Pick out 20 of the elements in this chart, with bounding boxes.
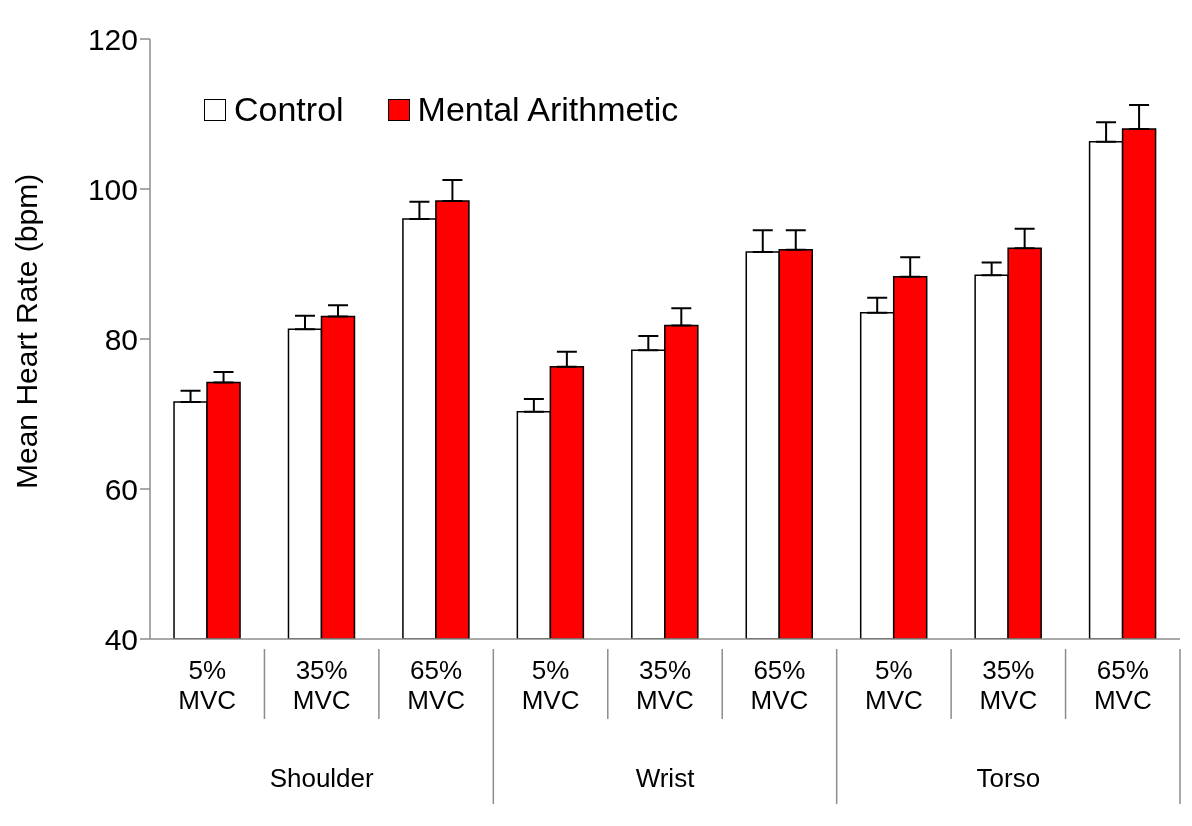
text: Wrist xyxy=(635,763,696,793)
x-tick-label: 65% MVC xyxy=(407,655,465,715)
text: Torso xyxy=(976,763,1041,793)
y-axis-title: Mean Heart Rate (bpm) xyxy=(9,173,43,489)
x-tick-label: 65% MVC xyxy=(1093,655,1152,715)
x-tick-label: 35% MVC xyxy=(636,655,694,715)
y-tick-label: 80 xyxy=(104,322,138,356)
y-tick-label: 120 xyxy=(87,22,138,56)
legend-label: Mental Arithmetic xyxy=(417,90,679,129)
x-tick-label: 65% MVC xyxy=(750,655,809,715)
y-tick-label: 60 xyxy=(104,472,138,506)
x-tick-label: 35% MVC xyxy=(979,655,1038,715)
x-tick-label: 5% MVC xyxy=(865,655,923,715)
x-tick-label: 5% MVC xyxy=(178,655,237,715)
legend-label: Control xyxy=(234,90,344,129)
x-tick-label: 5% MVC xyxy=(521,655,580,715)
text: Shoulder xyxy=(269,763,375,793)
x-tick-label: 35% MVC xyxy=(292,655,351,715)
y-tick-label: 40 xyxy=(104,622,138,656)
y-tick-label: 100 xyxy=(87,172,138,206)
